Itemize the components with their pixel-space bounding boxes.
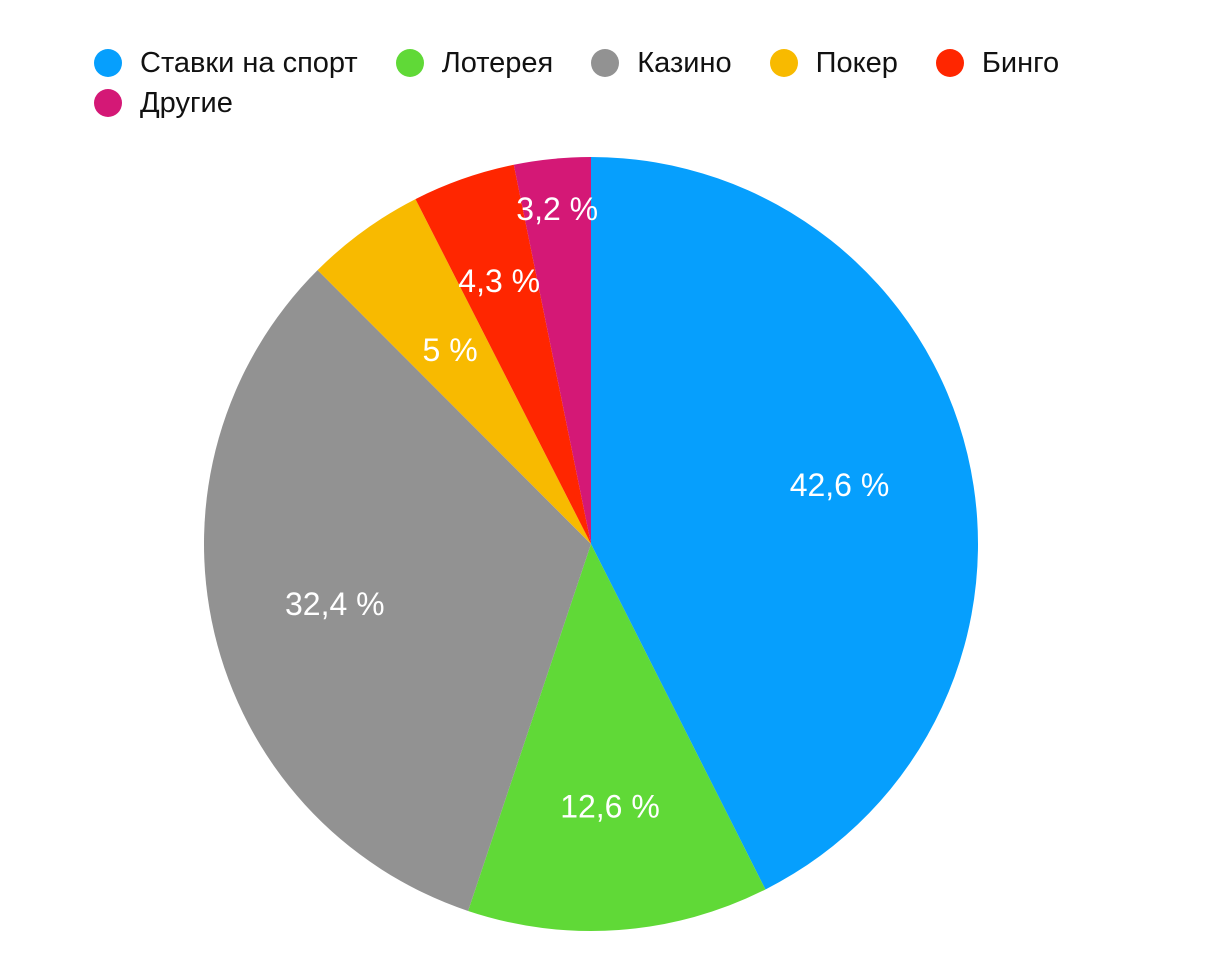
legend-swatch [395,49,424,77]
legend-label: Ставки на спорт [140,46,358,79]
legend-label: Казино [637,46,732,79]
pie-slice [468,544,766,932]
pie-data-label: 3,2 % [516,191,598,227]
pie-data-labels: 42,6 % 12,6 % 32,4 % 5 % 4,3 % 3,2 % [285,191,889,825]
legend-item: Лотерея [395,46,554,80]
legend-item: Покер [769,46,898,80]
legend-item: Казино [591,46,732,80]
legend-swatch [769,49,798,77]
legend-swatch [591,49,620,77]
pie-slice [203,270,592,911]
pie-slice [591,157,978,890]
legend-label: Покер [815,46,898,79]
legend-swatch [94,89,122,117]
pie-slice [513,157,591,544]
legend-item: Бинго [935,46,1060,80]
pie-slice [415,164,591,544]
legend-item: Ставки на спорт [94,46,358,80]
legend-item: Другие [94,86,233,120]
legend-swatch [935,49,964,77]
pie-slices [203,157,978,932]
legend-label: Другие [140,86,233,119]
legend-swatch [94,49,122,77]
pie-data-label: 32,4 % [285,586,385,622]
pie-data-label: 5 % [423,332,478,368]
legend-label: Лотерея [441,46,554,79]
pie-data-label: 12,6 % [560,789,660,825]
pie-slice [317,199,591,544]
pie-data-label: 42,6 % [790,467,890,503]
legend-label: Бинго [981,46,1060,79]
pie-data-label: 4,3 % [458,263,540,299]
chart-legend: Ставки на спорт Лотерея Казино Покер Бинго Др… [94,46,1154,120]
